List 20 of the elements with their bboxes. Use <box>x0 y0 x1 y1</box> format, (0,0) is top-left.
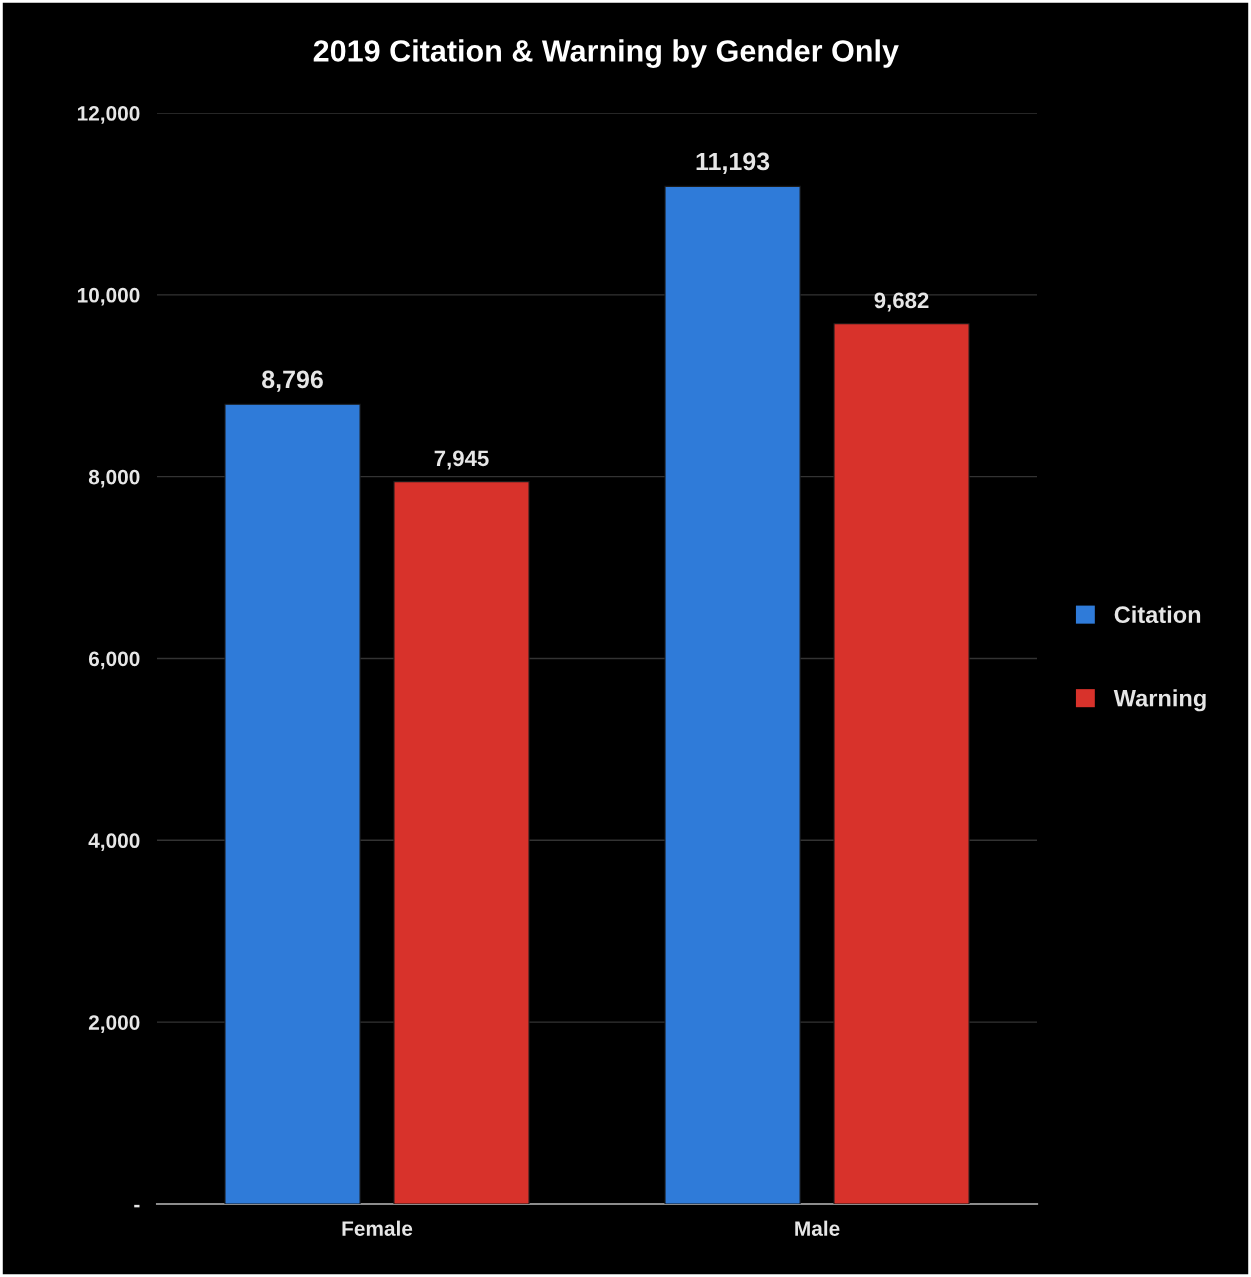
y-tick-label: 8,000 <box>88 469 140 488</box>
y-tick-label: 4,000 <box>88 833 140 852</box>
legend-label: Citation <box>1114 605 1201 624</box>
data-label: 9,682 <box>874 292 929 312</box>
y-tick-label: - <box>134 1204 140 1208</box>
y-tick-label: 12,000 <box>77 106 140 124</box>
y-tick-label: 6,000 <box>88 651 140 670</box>
y-tick-label: 2,000 <box>88 1015 140 1033</box>
bar <box>833 323 970 1204</box>
y-tick-label: 10,000 <box>77 287 140 306</box>
x-tick-label: Male <box>795 1220 840 1236</box>
chart-title: 2019 Citation & Warning by Gender Only <box>313 39 899 68</box>
data-label: 7,945 <box>434 450 489 470</box>
bar <box>224 403 361 1204</box>
x-tick-label: Female <box>342 1220 413 1236</box>
bar <box>393 481 530 1204</box>
data-label: 11,193 <box>696 152 770 174</box>
data-label: 8,796 <box>262 370 323 392</box>
legend-label: Warning <box>1113 689 1206 712</box>
bar <box>664 185 801 1204</box>
